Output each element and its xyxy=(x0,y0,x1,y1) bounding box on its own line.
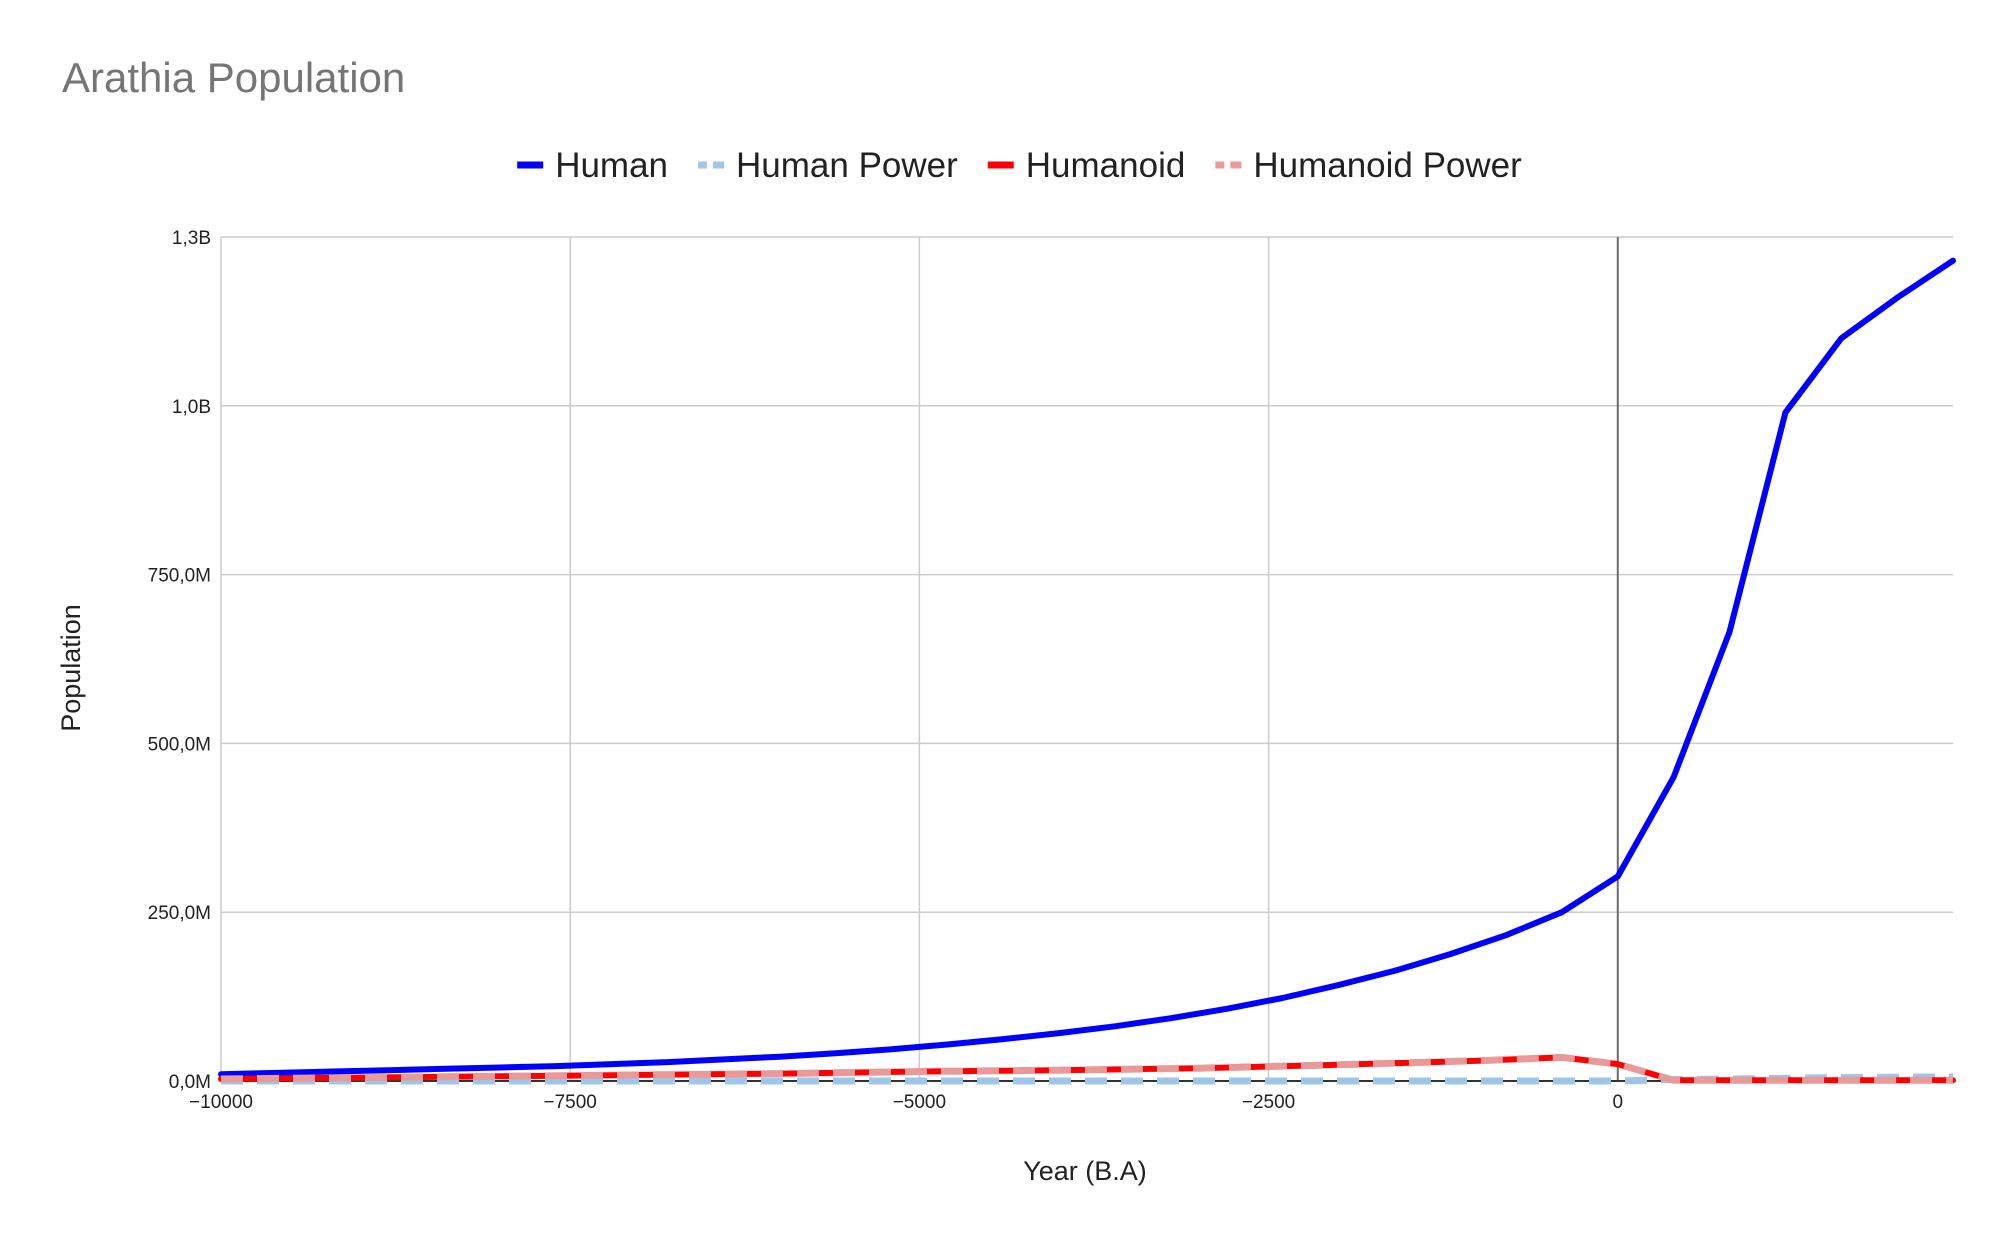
y-axis-title: Population xyxy=(56,604,86,732)
series-line-human xyxy=(218,257,1956,1078)
y-tick-label: 500,0M xyxy=(148,734,211,755)
x-tick-label: −7500 xyxy=(544,1092,597,1113)
legend-label: Humanoid xyxy=(1026,146,1186,185)
y-tick-label: 1,0B xyxy=(172,397,211,418)
legend-label: Human xyxy=(555,146,668,185)
chart-title: Arathia Population xyxy=(62,54,406,101)
legend: Human Human Power Humanoid Humanoid Power xyxy=(517,146,1522,185)
x-tick-label: −10000 xyxy=(189,1092,253,1113)
gridlines xyxy=(220,236,1953,1081)
y-tick-label: 1,3B xyxy=(172,228,211,249)
x-tick-label: −2500 xyxy=(1242,1092,1295,1113)
x-tick-label: 0 xyxy=(1612,1092,1623,1113)
legend-label: Human Power xyxy=(736,146,958,185)
x-axis-title: Year (B.A) xyxy=(1023,1156,1147,1186)
y-tick-label: 750,0M xyxy=(148,566,211,587)
series-line-humanoid xyxy=(218,1054,1956,1084)
y-tick-label: 250,0M xyxy=(148,903,211,924)
series-lines xyxy=(218,257,1956,1085)
tick-labels: 0,0M 250,0M 500,0M 750,0M 1,0B 1,3B −10000 −750… xyxy=(148,228,1623,1113)
legend-label: Humanoid Power xyxy=(1253,146,1522,185)
y-tick-label: 0,0M xyxy=(169,1072,211,1093)
x-tick-label: −5000 xyxy=(893,1092,946,1113)
axes xyxy=(221,237,1953,1082)
